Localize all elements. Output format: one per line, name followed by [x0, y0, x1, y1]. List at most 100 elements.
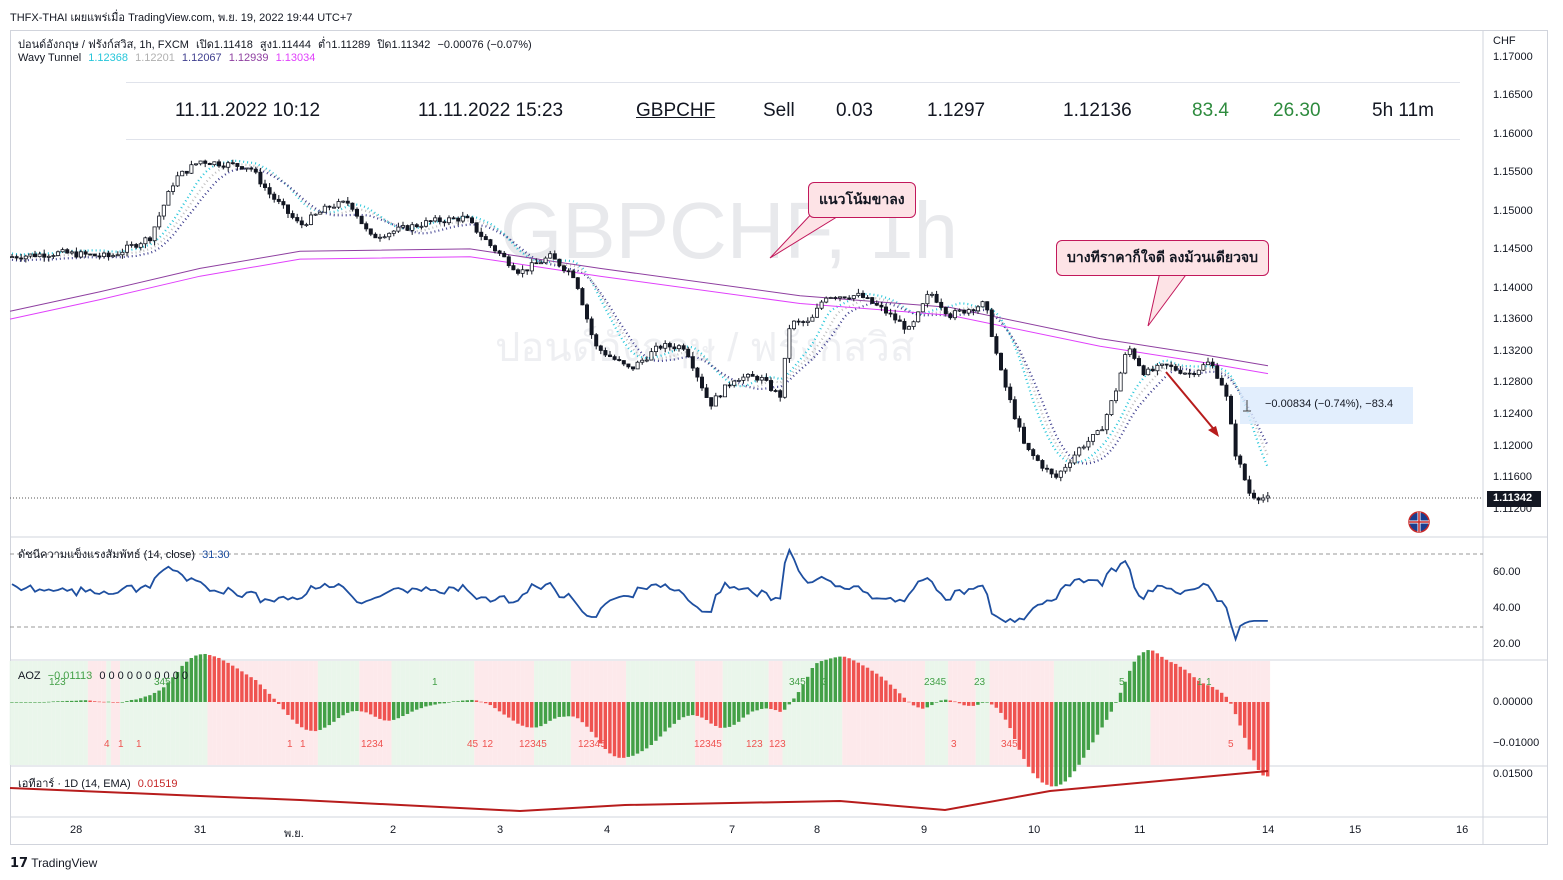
candle-body [1035, 455, 1040, 461]
aoz-bar [585, 702, 589, 727]
aoz-bar [97, 701, 101, 703]
aoz-bg-band [64, 661, 70, 765]
aoz-bg-band [865, 661, 870, 765]
candle-body [51, 255, 56, 257]
aoz-bg-band [791, 661, 797, 765]
aoz-bar [856, 662, 860, 702]
aoz-bar [120, 702, 124, 703]
aoz-bg-band [258, 661, 263, 765]
aoz-label[interactable]: AOZ [18, 670, 41, 682]
candle-body [939, 301, 944, 308]
aoz-bar [341, 702, 345, 716]
aoz-bar [824, 659, 828, 702]
aoz-bar [704, 702, 709, 720]
aoz-bg-band [345, 661, 351, 765]
candle-body [1017, 418, 1022, 428]
aoz-bg-band [133, 661, 139, 765]
candle-body [796, 320, 801, 323]
aoz-bg-band [497, 661, 502, 765]
aoz-bar [373, 702, 377, 717]
aoz-bg-band [216, 661, 222, 765]
measure-box[interactable] [1240, 387, 1413, 424]
price-tick: 1.11600 [1493, 471, 1532, 483]
aoz-bar [185, 661, 189, 702]
candle-body [713, 395, 718, 407]
candle-body [193, 163, 198, 166]
aoz-bar [1022, 702, 1026, 759]
rsi-label[interactable]: ดัชนีความแข็งแรงสัมพัทธ์ (14, close) [18, 549, 196, 561]
candle-body [911, 321, 916, 327]
aoz-bar [1206, 685, 1210, 702]
rsi-tick-60: 60.00 [1493, 566, 1521, 578]
candle-body [534, 262, 539, 265]
aoz-bar [511, 702, 515, 721]
candle-body [773, 390, 778, 392]
time-tick: 2 [390, 824, 397, 836]
candle-body [221, 165, 226, 168]
aoz-bg-band [152, 661, 157, 765]
tradingview-logo[interactable]: 𝟭𝟳 TradingView [10, 855, 97, 871]
aoz-bg-band [957, 661, 962, 765]
aoz-bg-band [787, 661, 792, 765]
aoz-bar [534, 702, 538, 728]
candle-body [1192, 373, 1197, 376]
candle-body [161, 204, 166, 217]
aoz-top-mark: 345 [154, 677, 171, 688]
wavy-value-1: 1.12368 [88, 52, 129, 64]
aoz-bar [1197, 680, 1201, 702]
trade-symbol-link[interactable]: GBPCHF [636, 100, 716, 121]
candle-body [1123, 354, 1128, 374]
aoz-bar [1174, 663, 1178, 702]
wavy-label[interactable]: Wavy Tunnel [18, 52, 82, 64]
name-watermark: ปอนด์อังกฤษ / ฟรังก์สวิส [495, 326, 915, 370]
note-callout[interactable]: บางทีราคาก็ใจดี ลงม้วนเดียวจบ [1056, 240, 1270, 276]
aoz-bg-band [492, 661, 498, 765]
aoz-bar [1220, 692, 1224, 702]
aoz-bar [709, 702, 713, 724]
aoz-bar [1049, 702, 1054, 787]
wavy-value-2: 1.12201 [135, 52, 175, 64]
aoz-bar [686, 702, 690, 716]
aoz-bg-band [980, 661, 985, 765]
aoz-bar [1247, 702, 1251, 750]
atr-label[interactable]: เอทีอาร์ · 1D (14, EMA) [18, 778, 131, 790]
aoz-bg-band [837, 661, 843, 765]
tunnel-slow-line [11, 167, 1269, 465]
candle-body [230, 162, 235, 165]
rsi-line [11, 547, 1268, 643]
aoz-bar [387, 702, 391, 721]
high-value: สูง1.11444 [259, 39, 311, 51]
aoz-bar [484, 702, 488, 704]
tv-logo-icon: 𝟭𝟳 [10, 855, 29, 870]
aoz-bar [1252, 702, 1256, 761]
candle-body [1008, 386, 1013, 401]
aoz-tick-neg: −0.01000 [1493, 737, 1540, 749]
aoz-bg-band [975, 661, 981, 765]
symbol-line[interactable]: ปอนด์อังกฤษ / ฟรังก์สวิส, 1h, FXCM [18, 39, 189, 51]
aoz-bar [217, 657, 221, 702]
candle-body [548, 253, 553, 259]
candle-body [1196, 369, 1201, 376]
aoz-bar [244, 674, 249, 702]
aoz-bg-band [920, 661, 926, 765]
aoz-bar [267, 693, 272, 702]
candle-body [216, 161, 221, 167]
aoz-bg-band [915, 661, 921, 765]
candle-body [1058, 470, 1063, 478]
candle-body [120, 251, 125, 256]
candle-body [1238, 455, 1243, 465]
downtrend-callout[interactable]: แนวโน้มขาลง [808, 182, 916, 218]
aoz-bar [1178, 666, 1182, 702]
candle-body [65, 249, 70, 254]
aoz-bar [461, 700, 465, 702]
candle-body [999, 352, 1004, 371]
aoz-bg-band [1228, 661, 1234, 765]
candle-body [529, 262, 534, 272]
aoz-bar [1224, 696, 1228, 702]
candle-body [180, 170, 185, 177]
candle-body [1045, 467, 1050, 470]
aoz-bar [428, 702, 433, 706]
candle-body [483, 236, 488, 241]
aoz-bar [1151, 650, 1155, 702]
